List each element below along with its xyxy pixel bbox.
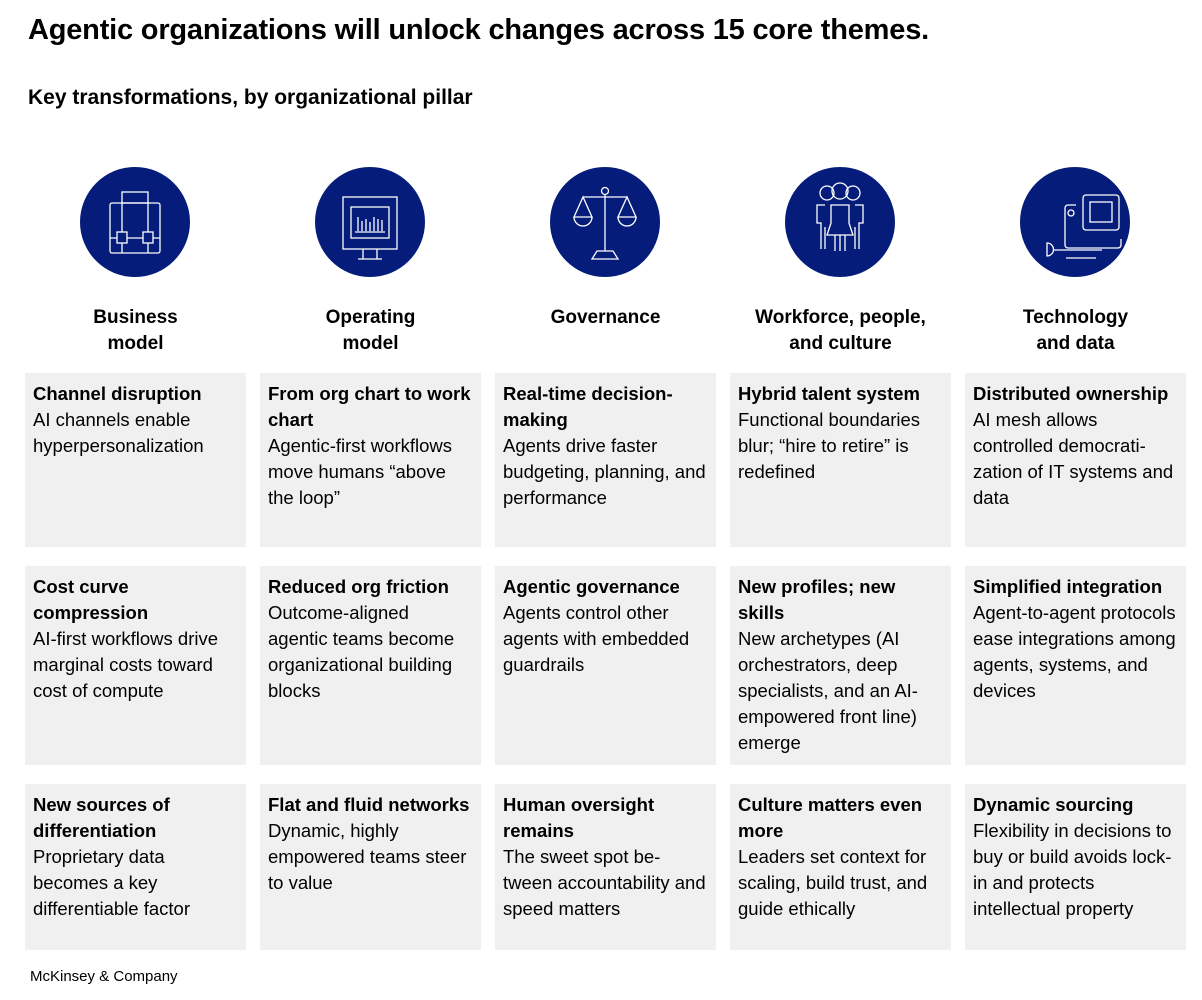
monitor-chart-icon: [342, 196, 398, 260]
theme-description: Proprietary data becomes a key different…: [33, 846, 191, 919]
theme-description: Functional boundaries blur; “hire to ret…: [738, 409, 921, 482]
theme-description: New archetypes (AI orchestrators, deep s…: [738, 628, 918, 753]
pillar-label-line: Business: [93, 307, 178, 328]
theme-card: Cost curve compression AI-first workflows…: [25, 566, 246, 765]
theme-card: New profiles; new skills New archetypes (…: [730, 566, 951, 765]
pillar-label: Operating model: [260, 305, 481, 357]
theme-heading: Cost curve compression: [33, 576, 149, 623]
pillar-label-line: and data: [1036, 333, 1115, 354]
pillar-label-line: Governance: [550, 307, 661, 328]
theme-card: New sources of differentiation Proprietar…: [25, 784, 246, 950]
briefcase-icon: [109, 191, 161, 254]
pillar-label: Governance: [495, 305, 716, 331]
theme-card: Flat and fluid networks Dynamic, highly e…: [260, 784, 481, 950]
theme-heading: Flat and fluid networks: [268, 794, 470, 815]
theme-heading: Human oversight remains: [503, 794, 655, 841]
page-title: Agentic organizations will unlock change…: [28, 14, 929, 46]
theme-heading: Real-time decision-making: [503, 383, 673, 430]
theme-heading: Channel disruption: [33, 383, 202, 404]
pillar-label-line: model: [342, 333, 399, 354]
theme-description: Flexibility in decisions to buy or build…: [973, 820, 1172, 919]
theme-description: AI channels enable hyperpersonalization: [33, 409, 204, 456]
theme-heading: Simplified integration: [973, 576, 1163, 597]
theme-heading: Reduced org friction: [268, 576, 449, 597]
theme-description: Agents control other agents with embedde…: [503, 602, 690, 675]
theme-description: Leaders set context for scaling, build t…: [738, 846, 928, 919]
theme-description: The sweet spot be-tween accountability a…: [503, 846, 706, 919]
theme-card: Culture matters even more Leaders set con…: [730, 784, 951, 950]
theme-description: Agent-to-agent protocols ease integratio…: [973, 602, 1176, 701]
people-icon: [816, 182, 864, 251]
pillar-label: Workforce, people, and culture: [730, 305, 951, 357]
pillar-label-line: model: [107, 333, 164, 354]
theme-heading: Dynamic sourcing: [973, 794, 1134, 815]
theme-description: Agents drive faster budgeting, planning,…: [503, 435, 706, 508]
theme-card: Simplified integration Agent-to-agent pro…: [965, 566, 1186, 765]
theme-heading: Hybrid talent system: [738, 383, 920, 404]
pillar-label: Technology and data: [965, 305, 1186, 357]
theme-description: Dynamic, highly empowered teams steer to…: [268, 820, 467, 893]
theme-heading: Agentic governance: [503, 576, 680, 597]
pillar-label-line: and culture: [789, 333, 892, 354]
pillar-icon-circle: [80, 167, 190, 277]
theme-card: Distributed ownership AI mesh allows cont…: [965, 373, 1186, 547]
pillar-label-line: Workforce, people,: [755, 307, 926, 328]
pillar-label-line: Operating: [325, 307, 416, 328]
theme-heading: Distributed ownership: [973, 383, 1169, 404]
theme-heading: Culture matters even more: [738, 794, 923, 841]
theme-card: Real-time decision-making Agents drive fa…: [495, 373, 716, 547]
theme-card: Channel disruption AI channels enable hyp…: [25, 373, 246, 547]
theme-card: Agentic governance Agents control other a…: [495, 566, 716, 765]
theme-card: Hybrid talent system Functional boundarie…: [730, 373, 951, 547]
theme-description: Outcome-aligned agentic teams become org…: [268, 602, 455, 701]
pillar-label: Business model: [25, 305, 246, 357]
theme-card: From org chart to work chart Agentic-firs…: [260, 373, 481, 547]
theme-heading: From org chart to work chart: [268, 383, 471, 430]
theme-heading: New sources of differentiation: [33, 794, 170, 841]
theme-card: Dynamic sourcing Flexibility in decisions…: [965, 784, 1186, 950]
pillar-icon-circle: [1020, 167, 1130, 277]
scales-icon: [572, 186, 638, 260]
pillar-icon-circle: [785, 167, 895, 277]
footer-brand: McKinsey & Company: [30, 968, 178, 985]
theme-description: Agentic-first workflows move humans “abo…: [268, 435, 453, 508]
device-icon: [1046, 194, 1122, 259]
pillar-icon-circle: [550, 167, 660, 277]
theme-description: AI-first workflows drive marginal costs …: [33, 628, 219, 701]
page-subtitle: Key transformations, by organizational p…: [28, 86, 473, 109]
theme-card: Reduced org friction Outcome-aligned agen…: [260, 566, 481, 765]
pillar-label-line: Technology: [1022, 307, 1129, 328]
theme-card: Human oversight remains The sweet spot be…: [495, 784, 716, 950]
theme-heading: New profiles; new skills: [738, 576, 896, 623]
theme-description: AI mesh allows controlled democrati-zati…: [973, 409, 1174, 508]
pillar-icon-circle: [315, 167, 425, 277]
